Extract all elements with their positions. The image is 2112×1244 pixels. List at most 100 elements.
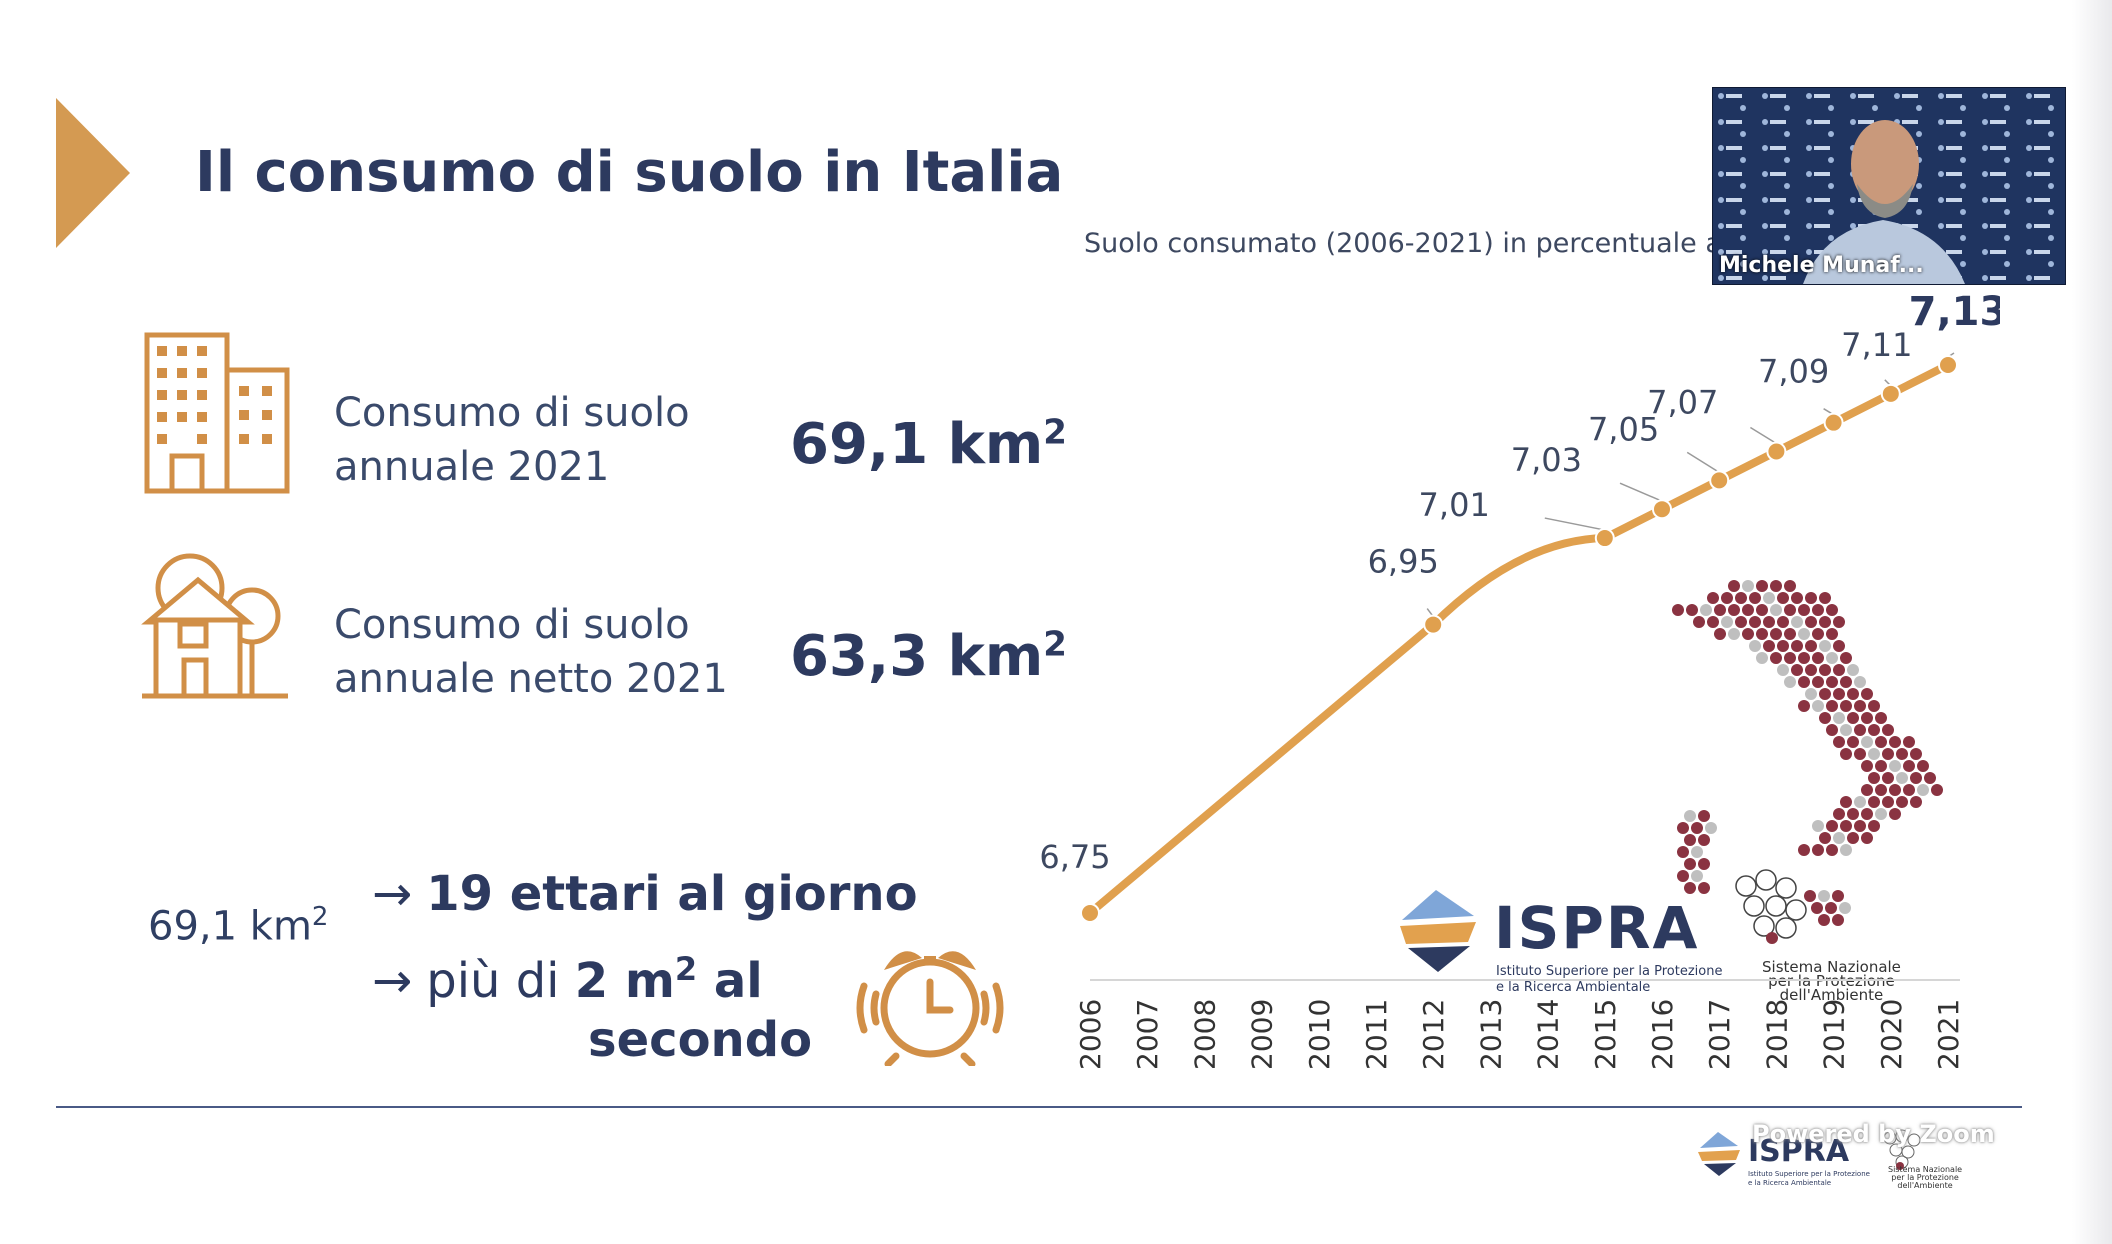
footer-ispra-sub-line1: Istituto Superiore per la Protezione — [1748, 1170, 1870, 1178]
rate-base-number: 69,1 km — [148, 903, 312, 950]
stat-net-exp: 2 — [1043, 624, 1067, 665]
map-dot — [1868, 796, 1880, 808]
rate-per-second-value: 2 m — [574, 953, 675, 1009]
snpa-logo-icon — [1735, 869, 1807, 944]
map-dot — [1903, 760, 1915, 772]
map-dot — [1840, 652, 1852, 664]
snpa-line1: Sistema Nazionale — [1762, 958, 1901, 976]
map-dot — [1861, 784, 1873, 796]
map-dot — [1805, 664, 1817, 676]
map-dot — [1819, 712, 1831, 724]
map-dot — [1763, 616, 1775, 628]
map-dot — [1798, 628, 1810, 640]
map-dot — [1833, 616, 1845, 628]
map-dot — [1749, 592, 1761, 604]
footer-snpa-line1: Sistema Nazionale — [1888, 1165, 1963, 1174]
map-dot — [1889, 736, 1901, 748]
map-dot — [1698, 882, 1710, 894]
map-dot — [1812, 628, 1824, 640]
map-dot — [1833, 664, 1845, 676]
map-dot — [1861, 736, 1873, 748]
map-dot — [1721, 616, 1733, 628]
map-dot — [1804, 890, 1816, 902]
map-dot — [1917, 784, 1929, 796]
data-label-leader — [1619, 482, 1663, 502]
footer-snpa-line2: per la Protezione — [1891, 1173, 1959, 1182]
map-dot — [1784, 676, 1796, 688]
map-dot — [1875, 736, 1887, 748]
rate-per-second-suffix: al — [697, 953, 763, 1009]
data-point — [1652, 499, 1672, 520]
data-point — [1709, 470, 1730, 491]
map-dot — [1825, 902, 1837, 914]
map-dot — [1826, 844, 1838, 856]
map-dot — [1684, 810, 1696, 822]
map-dot — [1742, 604, 1754, 616]
participant-video-tile[interactable]: Michele Munaf... — [1712, 87, 2066, 285]
map-dot — [1819, 832, 1831, 844]
x-tick-label: 2015 — [1589, 999, 1622, 1070]
stat-net-label: Consumo di suolo annuale netto 2021 — [334, 598, 728, 706]
map-dot — [1777, 664, 1789, 676]
map-dot — [1840, 844, 1852, 856]
rate-per-second: → più di 2 m2 al — [372, 950, 763, 1009]
map-dot — [1832, 890, 1844, 902]
map-dot — [1756, 628, 1768, 640]
data-label-leader — [1544, 517, 1605, 531]
map-dot — [1847, 712, 1859, 724]
map-dot — [1728, 604, 1740, 616]
map-dot — [1684, 882, 1696, 894]
map-dot — [1896, 772, 1908, 784]
map-dot — [1818, 890, 1830, 902]
map-dot — [1833, 688, 1845, 700]
map-dot — [1819, 664, 1831, 676]
x-tick-label: 2013 — [1474, 999, 1507, 1070]
map-dot — [1833, 808, 1845, 820]
footer-snpa-logo-icon — [1883, 1129, 1921, 1170]
rate-base-exp: 2 — [311, 902, 329, 932]
map-dot — [1896, 796, 1908, 808]
map-dot — [1840, 676, 1852, 688]
map-dot — [1763, 592, 1775, 604]
italy-dot-map — [1672, 580, 1943, 926]
map-dot — [1777, 592, 1789, 604]
map-dot — [1847, 832, 1859, 844]
map-dot — [1784, 628, 1796, 640]
x-tick-label: 2007 — [1131, 999, 1164, 1070]
map-dot — [1882, 772, 1894, 784]
x-tick-label: 2021 — [1932, 999, 1965, 1070]
map-dot — [1693, 616, 1705, 628]
map-dot — [1756, 604, 1768, 616]
map-dot — [1868, 748, 1880, 760]
map-dot — [1861, 808, 1873, 820]
x-tick-label: 2009 — [1246, 999, 1279, 1070]
data-point — [1080, 903, 1100, 923]
x-tick-label: 2006 — [1074, 999, 1107, 1070]
map-dot — [1707, 616, 1719, 628]
map-dot — [1875, 808, 1887, 820]
x-tick-label: 2016 — [1646, 999, 1679, 1070]
map-dot — [1910, 796, 1922, 808]
map-dot — [1819, 640, 1831, 652]
map-dot — [1861, 832, 1873, 844]
x-tick-label: 2018 — [1760, 999, 1793, 1070]
rate-per-second-line3: secondo — [588, 1012, 813, 1068]
map-dot — [1686, 604, 1698, 616]
ispra-sub-line2: e la Ricerca Ambientale — [1496, 980, 1651, 995]
map-dot — [1728, 628, 1740, 640]
x-tick-label: 2011 — [1360, 999, 1393, 1070]
rate-per-day: → 19 ettari al giorno — [372, 866, 918, 922]
map-dot — [1826, 676, 1838, 688]
data-point — [1880, 383, 1901, 404]
rate-base-value: 69,1 km2 — [148, 902, 328, 949]
map-dot — [1811, 902, 1823, 914]
map-dot — [1756, 580, 1768, 592]
map-dot — [1868, 772, 1880, 784]
map-dot — [1805, 616, 1817, 628]
data-label: 7,11 — [1841, 326, 1912, 364]
snpa-logo-text: Sistema Nazionale per la Protezione dell… — [1762, 958, 1901, 1003]
map-dot — [1798, 652, 1810, 664]
map-dot — [1784, 652, 1796, 664]
map-dot — [1698, 858, 1710, 870]
map-dot — [1784, 580, 1796, 592]
